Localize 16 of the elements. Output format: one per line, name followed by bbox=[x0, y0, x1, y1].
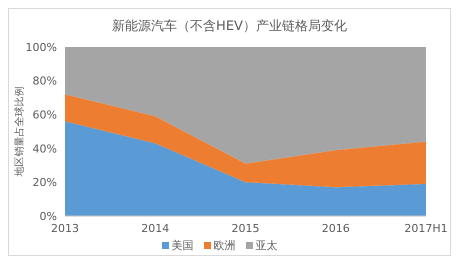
x-tick-label: 2014 bbox=[141, 222, 170, 235]
x-tick-label: 2017H1 bbox=[404, 222, 448, 235]
x-tick-label: 2016 bbox=[322, 222, 350, 235]
y-tick-label: 0% bbox=[40, 210, 57, 223]
legend-label: 亚太 bbox=[254, 238, 278, 253]
legend-label: 美国 bbox=[170, 238, 194, 253]
x-tick-label: 2015 bbox=[232, 222, 260, 235]
chart-title: 新能源汽车（不含HEV）产业链格局变化 bbox=[111, 18, 348, 36]
legend-label: 欧洲 bbox=[212, 238, 236, 253]
y-axis-title: 地区销量占全球比例 bbox=[14, 86, 26, 178]
y-tick-label: 60% bbox=[32, 108, 57, 122]
y-tick-label: 40% bbox=[32, 142, 57, 156]
x-tick-label: 2013 bbox=[51, 222, 79, 235]
y-tick-label: 20% bbox=[32, 176, 57, 190]
y-tick-label: 100% bbox=[26, 40, 57, 54]
y-tick-label: 80% bbox=[32, 74, 57, 88]
